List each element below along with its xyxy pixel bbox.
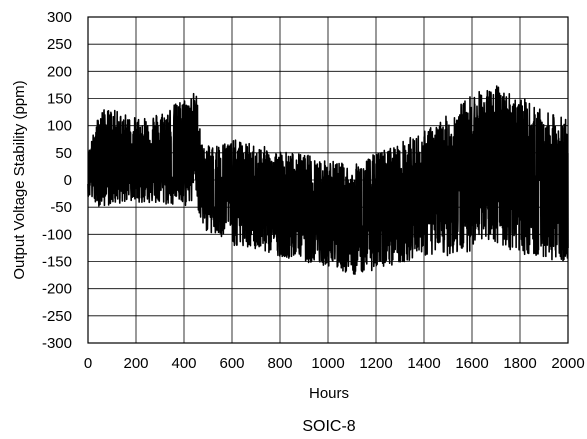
x-tick-label: 600	[219, 355, 244, 372]
y-tick-label: 150	[47, 91, 72, 108]
x-tick-label: 1200	[359, 355, 392, 372]
x-tick-label: 1600	[455, 355, 488, 372]
y-tick-label: -150	[42, 254, 72, 271]
y-tick-label: -200	[42, 281, 72, 298]
y-tick-label: 0	[64, 172, 72, 189]
x-tick-label: 1400	[407, 355, 440, 372]
y-tick-label: -250	[42, 308, 72, 325]
x-tick-label: 400	[171, 355, 196, 372]
y-tick-labels: 300 250 200 150 100 50 0 -50 -100 -150 -200 -250 -30…	[42, 9, 72, 352]
y-tick-label: 200	[47, 63, 72, 80]
x-tick-label: 200	[123, 355, 148, 372]
y-tick-label: -50	[50, 199, 72, 216]
y-tick-label: -100	[42, 226, 72, 243]
series-trace	[87, 85, 569, 275]
y-tick-label: 50	[55, 145, 72, 162]
y-tick-label: 250	[47, 36, 72, 53]
y-tick-label: 100	[47, 118, 72, 135]
series-line	[87, 85, 569, 275]
x-axis-label: Hours	[309, 385, 349, 402]
x-tick-label: 1800	[503, 355, 536, 372]
x-tick-label: 800	[267, 355, 292, 372]
y-tick-label: 300	[47, 9, 72, 26]
plot-frame	[87, 16, 569, 344]
x-tick-label: 1000	[311, 355, 344, 372]
x-tick-label: 0	[84, 355, 92, 372]
y-axis-label: Output Voltage Stability (ppm)	[11, 80, 28, 279]
chart-caption: SOIC-8	[302, 418, 355, 435]
x-tick-label: 2000	[551, 355, 584, 372]
y-tick-label: -300	[42, 335, 72, 352]
x-tick-labels: 0 200 400 600 800 1000 1200 1400 1600 1800 2000	[84, 355, 585, 372]
